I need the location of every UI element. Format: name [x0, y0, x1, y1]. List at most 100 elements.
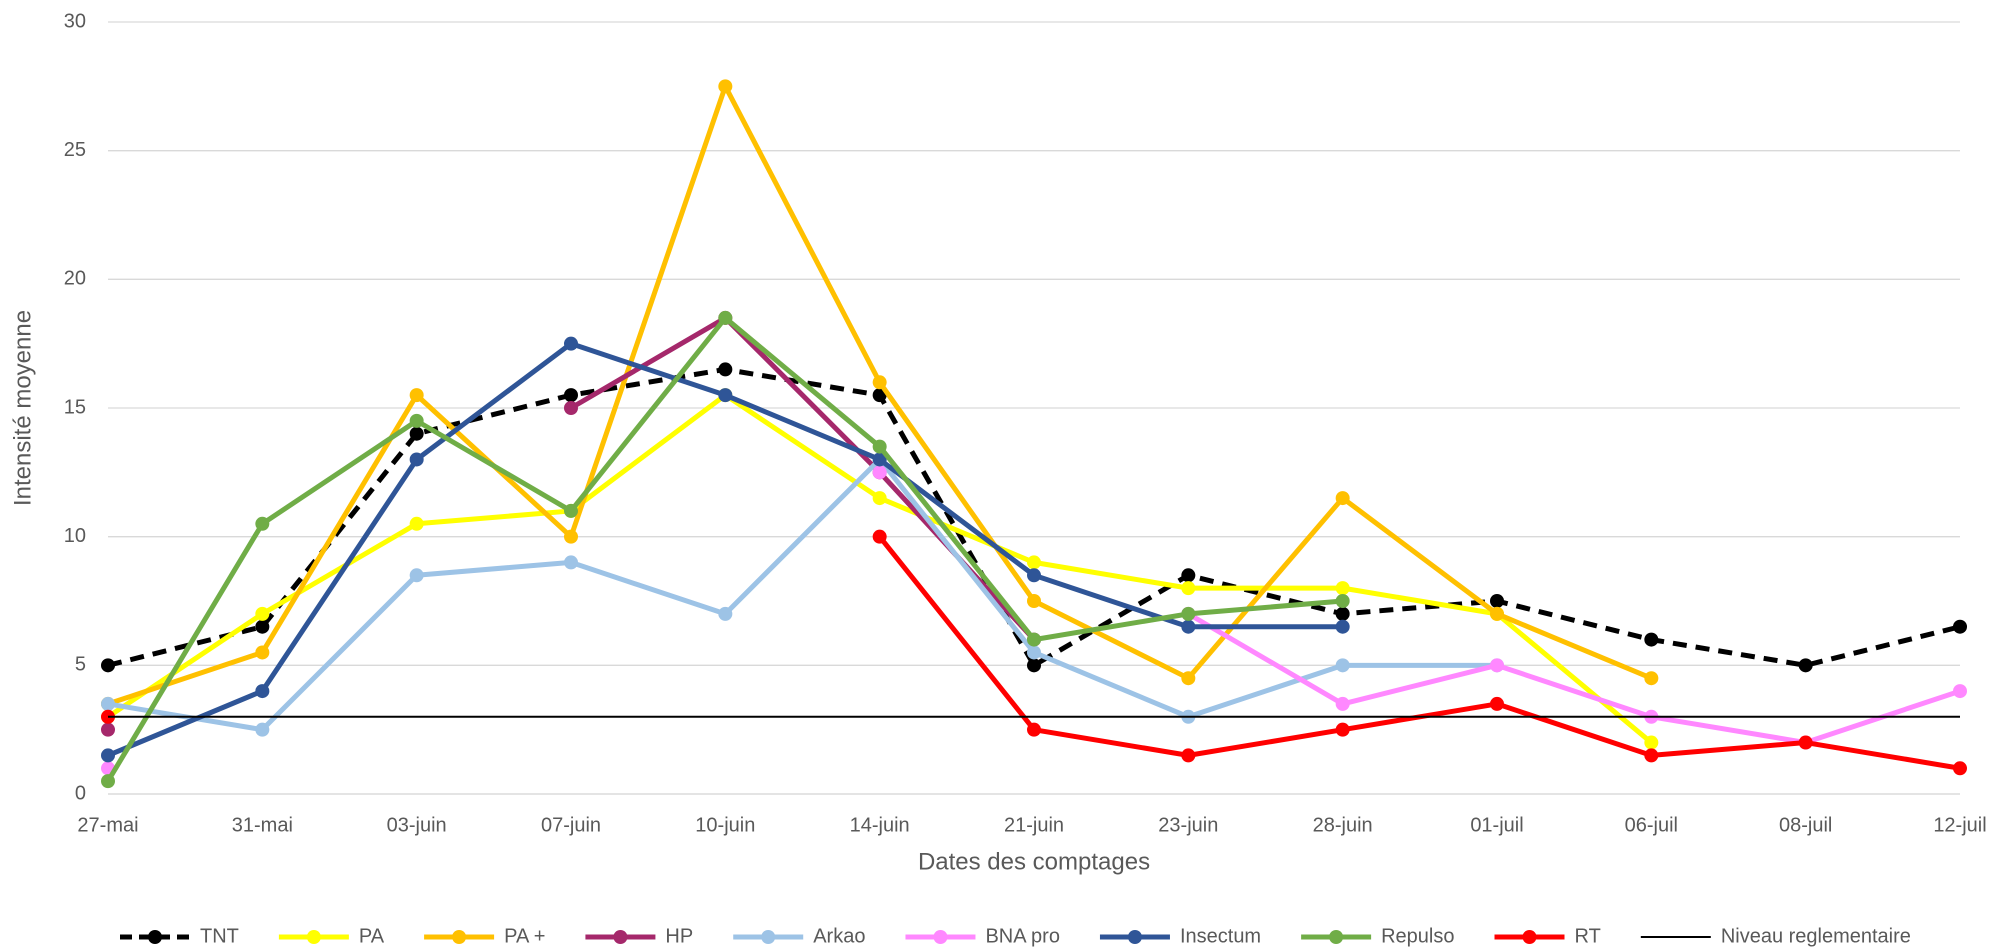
data-point: [1335, 594, 1350, 608]
data-point: [101, 658, 115, 673]
legend-item: Repulso: [1301, 925, 1455, 947]
data-point: [872, 375, 887, 390]
data-point: [101, 696, 115, 711]
legend-marker: [306, 930, 321, 944]
data-point: [1953, 684, 1967, 699]
legend-marker: [761, 930, 776, 944]
data-point: [1490, 696, 1504, 711]
data-point: [872, 465, 887, 480]
x-tick-label: 14-juin: [850, 814, 910, 836]
data-point: [1335, 696, 1350, 711]
legend-label: Repulso: [1381, 925, 1454, 947]
data-point: [872, 529, 887, 544]
data-point: [872, 452, 887, 467]
y-axis-title: Intensité moyenne: [9, 310, 36, 506]
data-point: [1953, 619, 1967, 634]
x-tick-label: 12-juil: [1933, 814, 1986, 836]
legend-item: BNA pro: [905, 925, 1060, 947]
data-point: [1181, 581, 1196, 596]
data-point: [718, 310, 733, 325]
x-tick-label: 07-juin: [541, 814, 601, 836]
data-point: [255, 684, 270, 699]
data-point: [1181, 619, 1196, 634]
data-point: [101, 722, 115, 737]
data-point: [1335, 491, 1350, 506]
legend-label: PA: [359, 925, 385, 947]
legend-label: HP: [665, 925, 693, 947]
data-point: [1644, 735, 1659, 750]
legend-label: Niveau reglementaire: [1721, 925, 1911, 947]
data-point: [1027, 555, 1041, 570]
legend-item: Insectum: [1099, 925, 1261, 947]
data-point: [1181, 606, 1196, 621]
data-point: [1335, 658, 1350, 673]
data-point: [718, 79, 733, 94]
data-point: [872, 388, 887, 403]
legend-item: Niveau reglementaire: [1640, 925, 1911, 947]
data-point: [564, 336, 578, 351]
series-line: [105, 315, 1343, 783]
legend-label: Arkao: [813, 925, 865, 947]
data-point: [1181, 568, 1196, 583]
x-tick-label: 01-juil: [1470, 814, 1523, 836]
data-point: [409, 426, 424, 441]
data-point: [409, 452, 424, 467]
data-point: [255, 645, 270, 660]
series-line: [877, 535, 1961, 771]
legend-label: RT: [1575, 925, 1601, 947]
series-line: [107, 366, 1961, 668]
data-point: [1181, 748, 1196, 763]
y-tick-label: 20: [64, 268, 86, 290]
x-tick-label: 03-juin: [387, 814, 447, 836]
y-tick-label: 25: [64, 139, 86, 161]
data-point: [1027, 568, 1041, 583]
data-point: [1335, 619, 1350, 634]
x-tick-label: 06-juil: [1625, 814, 1678, 836]
data-point: [564, 503, 578, 518]
data-point: [1953, 761, 1967, 776]
legend-item: PA: [278, 925, 385, 947]
data-point: [255, 619, 270, 634]
data-point: [718, 362, 733, 377]
data-point: [1490, 658, 1504, 673]
data-point: [1027, 594, 1041, 608]
y-tick-label: 30: [64, 10, 86, 32]
data-point: [564, 401, 578, 415]
data-point: [564, 388, 578, 403]
y-tick-label: 5: [75, 654, 86, 676]
data-point: [1181, 671, 1196, 686]
legend-marker: [933, 930, 948, 944]
x-tick-label: 31-mai: [232, 814, 293, 836]
data-point: [1335, 581, 1350, 596]
legend-item: PA +: [424, 925, 545, 947]
legend-marker: [452, 930, 467, 944]
x-tick-label: 21-juin: [1004, 814, 1064, 836]
data-point: [255, 516, 270, 531]
y-tick-label: 15: [64, 396, 86, 418]
data-point: [1644, 632, 1659, 647]
data-point: [409, 516, 424, 531]
data-point: [1490, 606, 1504, 621]
data-point: [1027, 722, 1041, 737]
data-point: [718, 606, 733, 621]
data-point: [1644, 671, 1659, 686]
data-point: [1335, 722, 1350, 737]
data-point: [409, 413, 424, 428]
data-point: [101, 748, 115, 763]
series-line: [107, 341, 1343, 758]
data-point: [1027, 632, 1041, 647]
series-line: [1187, 611, 1961, 746]
data-point: [409, 388, 424, 403]
legend-marker: [1127, 930, 1142, 944]
data-point: [1798, 658, 1813, 673]
data-point: [872, 491, 887, 506]
legend-item: Arkao: [733, 925, 865, 947]
legend-marker: [613, 930, 628, 944]
legend-marker: [1522, 930, 1537, 944]
legend-item: TNT: [120, 925, 239, 947]
data-point: [564, 555, 578, 570]
data-point: [1027, 645, 1041, 660]
data-point: [1644, 748, 1659, 763]
legend-item: RT: [1494, 925, 1601, 947]
